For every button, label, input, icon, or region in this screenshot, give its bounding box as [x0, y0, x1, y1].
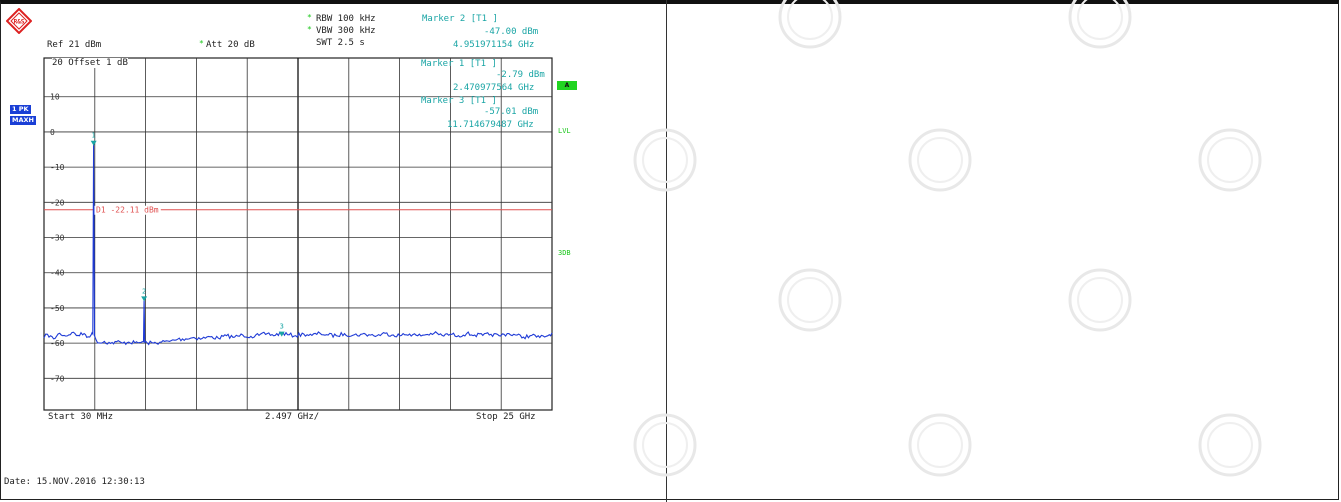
y-tick-label: -30	[50, 234, 65, 243]
trace-mode-badge: MAXH	[10, 116, 36, 125]
marker3-title: Marker 3 [T1 ]	[421, 96, 497, 106]
lvl-indicator: LVL	[558, 127, 571, 135]
y-tick-label: -60	[50, 339, 65, 348]
att-star-icon: *	[199, 39, 204, 48]
marker2-title: Marker 2 [T1 ]	[422, 14, 498, 24]
watermark-stamp-icon	[778, 0, 842, 49]
spectrum-plot: 10 0 -10 -20 -30 -40 -50 -60 -70 D1 -22.11 dBm 1…	[43, 57, 553, 411]
3db-indicator: 3DB	[558, 249, 571, 257]
marker1-title: Marker 1 [T1 ]	[421, 59, 497, 69]
watermark-stamp-icon	[1198, 128, 1262, 192]
vbw-readout: VBW 300 kHz	[316, 26, 376, 36]
marker-label: 1	[92, 132, 96, 140]
marker-triangle	[278, 331, 285, 337]
trace-detector-badge: 1 PK	[10, 105, 31, 114]
marker-label: 2	[142, 287, 146, 295]
y-tick-label: -40	[50, 269, 65, 278]
offset-readout: 20 Offset 1 dB	[52, 58, 128, 68]
y-tick-label: -10	[50, 163, 65, 172]
stop-frequency: Stop 25 GHz	[476, 412, 536, 422]
trace-line	[43, 141, 553, 346]
marker-label: 3	[280, 323, 284, 331]
rbw-star-icon: *	[307, 13, 312, 22]
measurement-date: Date: 15.NOV.2016 12:30:13	[4, 477, 145, 487]
trace-a-badge: A	[557, 81, 577, 90]
y-tick-label: 10	[50, 93, 60, 102]
marker-triangle	[90, 140, 97, 146]
display-line-label: D1 -22.11 dBm	[96, 206, 159, 215]
marker2-level: -47.00 dBm	[484, 27, 539, 37]
watermark-stamp-icon	[1198, 413, 1262, 477]
rbw-readout: RBW 100 kHz	[316, 14, 376, 24]
y-tick-label: 0	[50, 128, 55, 137]
span-per-division: 2.497 GHz/	[265, 412, 320, 422]
marker-triangle	[141, 296, 148, 302]
marker2-freq: 4.951971154 GHz	[453, 40, 535, 50]
display-line-group: D1 -22.11 dBm	[44, 205, 552, 215]
watermark-stamp-icon	[1068, 268, 1132, 332]
watermark-stamp-icon	[908, 128, 972, 192]
watermark-stamp-icon	[633, 413, 697, 477]
y-tick-label: -20	[50, 198, 65, 207]
y-tick-label: -70	[50, 374, 65, 383]
watermark-stamp-icon	[1068, 0, 1132, 49]
rs-logo-icon: R&S	[6, 8, 32, 34]
panel-divider	[666, 0, 667, 502]
analyzer-panel: R&S * RBW 100 kHz * VBW 300 kHz SWT 2.5 …	[0, 4, 666, 502]
watermark-stamp-icon	[778, 268, 842, 332]
y-tick-labels: 10 0 -10 -20 -30 -40 -50 -60 -70	[50, 93, 65, 384]
rs-logo-text: R&S	[14, 19, 25, 26]
swt-readout: SWT 2.5 s	[316, 38, 365, 48]
marker3-freq: 11.714679487 GHz	[447, 120, 534, 130]
vbw-star-icon: *	[307, 25, 312, 34]
plot-grid	[43, 57, 553, 411]
marker1-level: -2.79 dBm	[496, 70, 545, 80]
y-tick-label: -50	[50, 304, 65, 313]
display-line-label-bg	[94, 205, 161, 215]
ref-level-readout: Ref 21 dBm	[47, 40, 102, 50]
marker3-level: -57.01 dBm	[484, 107, 539, 117]
markers-group: 1 2 3	[90, 132, 285, 337]
marker1-freq: 2.470977564 GHz	[453, 83, 535, 93]
watermark-stamp-icon	[633, 128, 697, 192]
att-readout: Att 20 dB	[206, 40, 255, 50]
start-frequency: Start 30 MHz	[48, 412, 114, 422]
watermark-stamp-icon	[908, 413, 972, 477]
